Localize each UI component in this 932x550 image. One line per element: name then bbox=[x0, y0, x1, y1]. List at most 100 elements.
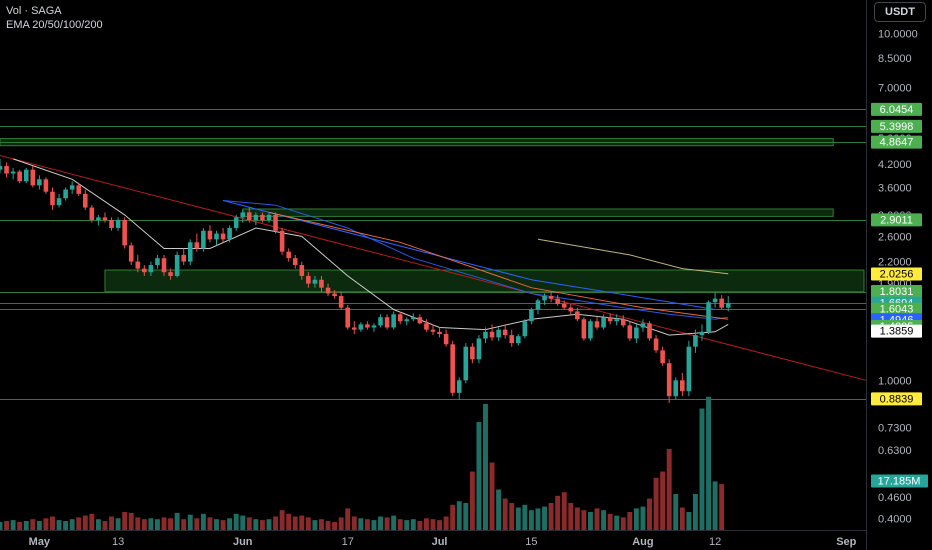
price-label-box bbox=[871, 324, 922, 338]
y-tick-label: 2.2000 bbox=[878, 257, 912, 269]
price-label-box bbox=[871, 392, 922, 406]
candle-body bbox=[227, 227, 232, 240]
price-label: 1.8031 bbox=[880, 286, 914, 298]
volume-bar bbox=[4, 521, 10, 530]
volume-bar bbox=[240, 515, 246, 530]
x-tick-label: Jun bbox=[233, 536, 253, 548]
price-label-box bbox=[871, 102, 922, 116]
candle-body bbox=[725, 303, 731, 308]
ema-line-ema-200 bbox=[537, 238, 729, 275]
candle-body bbox=[502, 329, 508, 336]
candle-body bbox=[345, 307, 351, 328]
candle-body bbox=[358, 324, 364, 330]
candle-body bbox=[168, 272, 173, 276]
volume-bar bbox=[168, 518, 174, 530]
candle-body bbox=[561, 303, 567, 308]
candle-body bbox=[253, 214, 259, 220]
currency-button[interactable]: USDT bbox=[874, 2, 926, 22]
candle-body bbox=[299, 265, 305, 276]
candle-body bbox=[647, 323, 652, 339]
candle-body bbox=[693, 335, 698, 347]
volume-bar bbox=[391, 515, 397, 530]
volume-label-box bbox=[871, 474, 928, 488]
candle-body bbox=[378, 317, 383, 326]
candle-body bbox=[581, 319, 587, 339]
volume-bar bbox=[673, 494, 679, 530]
candle-body bbox=[128, 245, 134, 262]
candle-body bbox=[411, 317, 416, 320]
candle-body bbox=[56, 198, 62, 206]
y-tick-label: 8.5000 bbox=[878, 53, 912, 65]
candle-body bbox=[489, 331, 495, 338]
volume-bar bbox=[253, 519, 259, 530]
candle-body bbox=[240, 212, 246, 218]
y-tick-label: 10.0000 bbox=[878, 29, 918, 41]
candle-body bbox=[529, 309, 534, 322]
volume-bar bbox=[69, 519, 75, 530]
candle-body bbox=[351, 327, 357, 330]
candle-body bbox=[194, 242, 200, 249]
candle-body bbox=[220, 233, 226, 240]
candle-body bbox=[292, 258, 298, 266]
volume-bar bbox=[423, 518, 429, 530]
volume-bar bbox=[148, 518, 154, 530]
y-tick-label: 1.0000 bbox=[878, 375, 912, 387]
volume-bar bbox=[594, 508, 600, 530]
volume-bar bbox=[463, 503, 469, 530]
x-tick-label: 15 bbox=[525, 536, 537, 548]
volume-bar bbox=[601, 510, 607, 530]
volume-bar bbox=[305, 517, 311, 530]
candle-body bbox=[666, 363, 672, 397]
price-label: 2.9011 bbox=[880, 214, 913, 226]
candle-body bbox=[214, 233, 219, 240]
candle-body bbox=[69, 185, 75, 190]
candle-body bbox=[17, 171, 22, 182]
volume-bar bbox=[522, 504, 528, 530]
candle-body bbox=[443, 333, 449, 345]
volume-bar bbox=[312, 520, 318, 530]
candle-body bbox=[338, 296, 344, 308]
volume-bar bbox=[358, 518, 364, 530]
y-tick-label: 7.0000 bbox=[878, 82, 912, 94]
y-tick-label: 0.7300 bbox=[878, 423, 912, 435]
volume-bar bbox=[36, 521, 42, 530]
candle-body bbox=[660, 350, 665, 364]
candle-body bbox=[266, 214, 272, 220]
volume-bar bbox=[214, 519, 219, 530]
legend-ema: EMA 20/50/100/200 bbox=[6, 19, 103, 31]
candle-body bbox=[247, 212, 252, 220]
volume-bar bbox=[135, 517, 141, 530]
volume-bar bbox=[627, 512, 633, 530]
volume-bar bbox=[397, 519, 403, 530]
candle-body bbox=[63, 189, 68, 199]
candle-body bbox=[135, 261, 141, 269]
volume-bar bbox=[587, 512, 593, 530]
candle-body bbox=[187, 242, 193, 262]
ema-line-ema-20 bbox=[12, 158, 729, 336]
candle-body bbox=[620, 319, 626, 326]
volume-bar bbox=[443, 516, 449, 530]
volume-bar bbox=[56, 520, 62, 530]
volume-bar bbox=[279, 510, 285, 530]
candle-body bbox=[476, 338, 482, 360]
candle-body bbox=[96, 217, 101, 220]
volume-bar bbox=[456, 501, 462, 530]
volume-bar bbox=[95, 519, 101, 530]
x-tick-label: May bbox=[29, 536, 51, 548]
volume-bar bbox=[0, 521, 3, 530]
legend-symbol: Vol · SAGA bbox=[6, 5, 62, 17]
volume-bar bbox=[181, 519, 187, 530]
volume-bar bbox=[194, 518, 200, 530]
candle-body bbox=[23, 169, 29, 182]
volume-bar bbox=[430, 519, 436, 530]
candle-body bbox=[391, 314, 396, 328]
x-tick-label: Sep bbox=[836, 536, 856, 548]
candle-body bbox=[4, 166, 9, 174]
price-label-box bbox=[871, 285, 922, 299]
price-label-box bbox=[871, 302, 922, 316]
volume-bar bbox=[437, 520, 443, 530]
candle-body bbox=[575, 311, 580, 320]
volume-bar bbox=[469, 471, 475, 530]
candle-body bbox=[109, 219, 114, 228]
